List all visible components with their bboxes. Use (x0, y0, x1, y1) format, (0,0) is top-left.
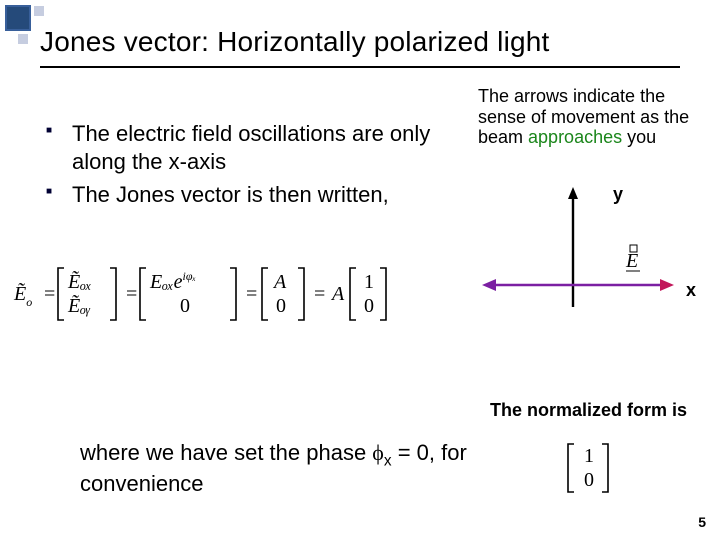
title-underline (40, 66, 680, 68)
eq-zero-3: 0 (364, 295, 374, 317)
eq-A: A (272, 271, 287, 293)
normalized-form-label: The normalized form is (490, 400, 690, 421)
decor-square-large (6, 6, 30, 30)
e-vector-label: E (625, 250, 638, 272)
tail-text: where we have set the phase ϕx = 0, for … (80, 440, 470, 498)
axis-label-x: x (686, 280, 696, 301)
arrows-note: The arrows indicate the sense of movemen… (478, 86, 702, 148)
y-axis-arrow (568, 187, 578, 199)
bullet-list: The electric field oscillations are only… (46, 120, 476, 209)
slide: { "title": "Jones vector: Horizontally p… (0, 0, 720, 540)
eq-Eo: Ẽo (13, 281, 32, 309)
eq-equals-3: = (246, 283, 257, 305)
axis-label-y: y (613, 184, 623, 205)
x-axis-arrow-left (482, 279, 496, 291)
slide-title: Jones vector: Horizontally polarized lig… (40, 26, 550, 58)
bullet-2: The Jones vector is then written, (46, 181, 476, 209)
body-left-column: The electric field oscillations are only… (46, 120, 476, 215)
eq-one: 1 (364, 271, 374, 293)
eq-Eox-tilde: Ẽₒₓ (67, 269, 92, 293)
eq-zero-2: 0 (276, 295, 286, 317)
eq-equals-1: = (44, 283, 55, 305)
x-axis-arrow-right (660, 279, 674, 291)
normalized-vector: 1 0 (560, 438, 624, 500)
eq-equals-2: = (126, 283, 137, 305)
decor-square-small-2 (18, 34, 28, 44)
eq-zero-1: 0 (180, 295, 190, 317)
eq-A2: A (330, 283, 345, 305)
eq-equals-4: = (314, 283, 325, 305)
note-approaches: approaches (528, 127, 622, 147)
eq-Eoy-tilde: Ẽₒᵧ (67, 293, 91, 317)
bullet-1: The electric field oscillations are only… (46, 120, 476, 175)
page-number: 5 (698, 514, 706, 530)
norm-bot: 0 (584, 469, 594, 491)
eq-Eox-mag: Eₒₓeiφₓ (149, 269, 196, 293)
polarization-diagram: E (478, 185, 688, 335)
norm-top: 1 (584, 445, 594, 467)
decor-square-small-1 (34, 6, 44, 16)
note-suffix: you (622, 127, 656, 147)
jones-vector-equation: Ẽo = Ẽₒₓ Ẽₒᵧ = Eₒₓeiφₓ 0 = A 0 = A 1 … (6, 260, 436, 332)
